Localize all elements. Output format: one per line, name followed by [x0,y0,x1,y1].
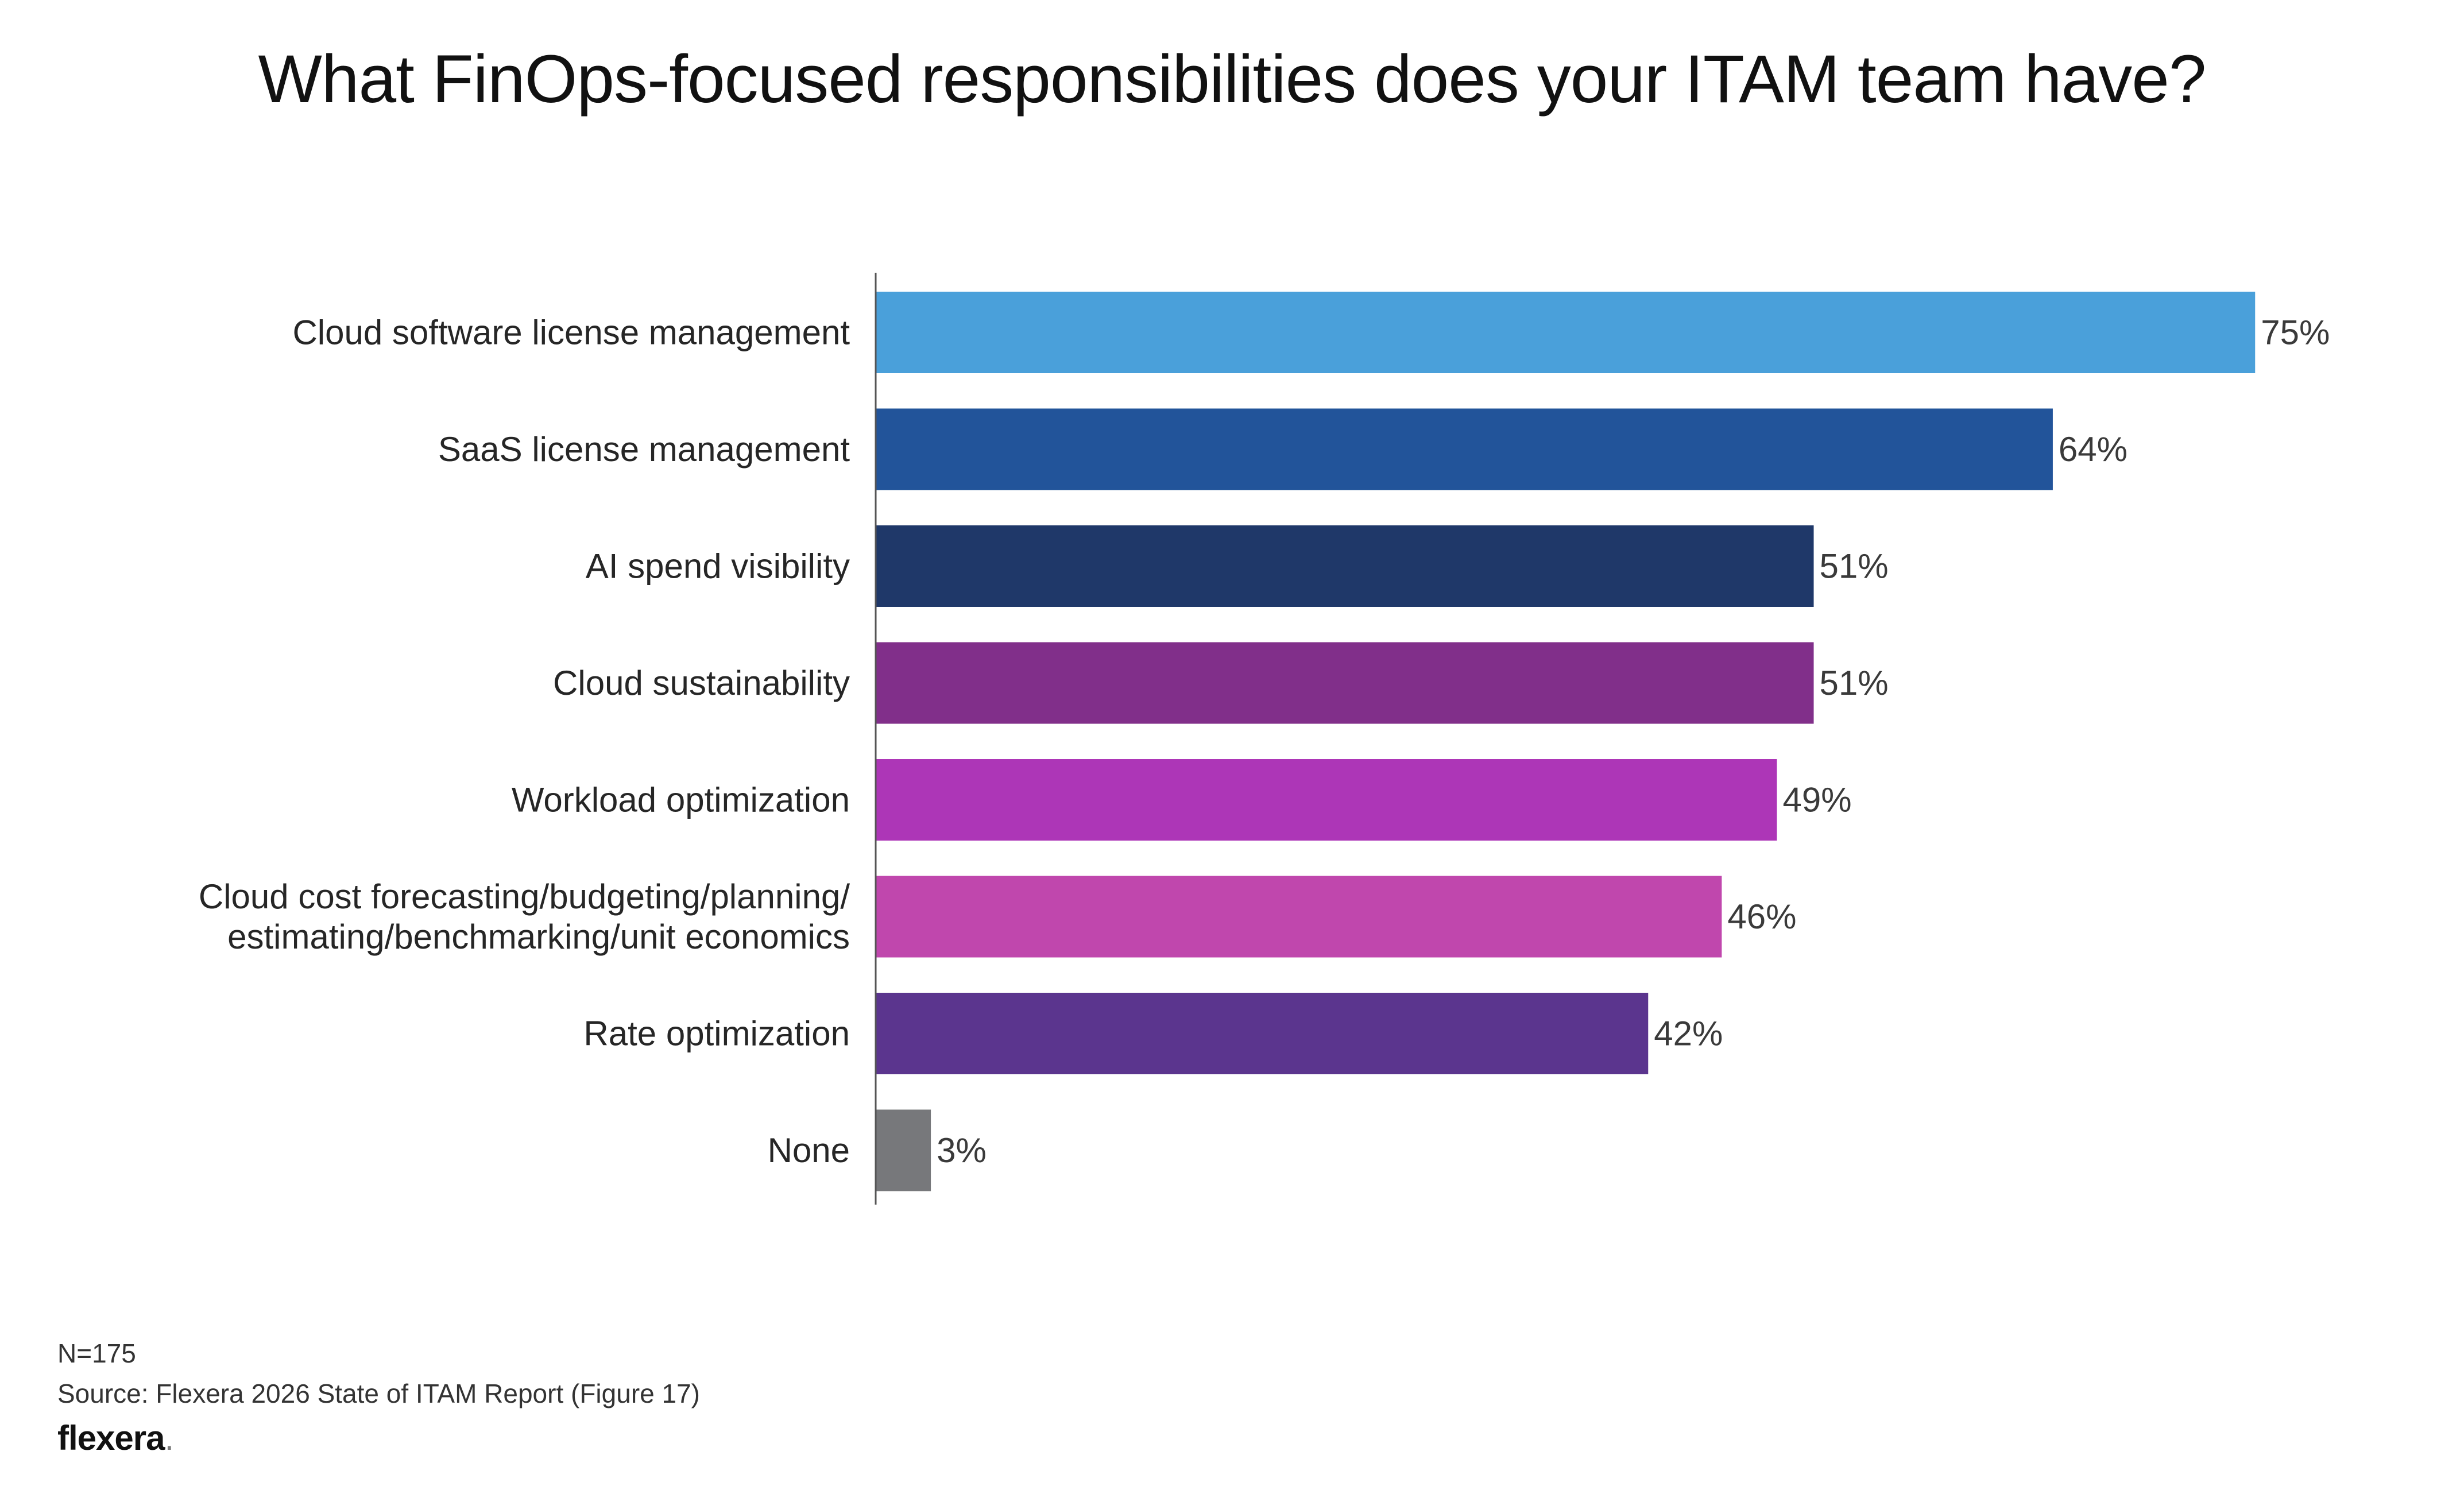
bar-3 [876,525,1814,607]
logo-text: flexera [57,1419,165,1457]
bar-2 [876,408,2053,490]
bar-6 [876,876,1722,958]
bar-1 [876,292,2256,373]
value-label-2: 64% [2059,430,2128,469]
category-label-7: Rate optimization [583,1015,850,1053]
category-label-5: Workload optimization [512,781,850,819]
value-label-6: 46% [1727,897,1796,936]
bar-8 [876,1109,931,1191]
bars-group [876,292,2256,1191]
value-label-5: 49% [1782,781,1851,819]
category-label-2: SaaS license management [438,430,850,469]
category-label-8: None [768,1131,850,1170]
sample-size-note: N=175 [57,1338,136,1368]
chart-title: What FinOps-focused responsibilities doe… [258,41,2206,117]
category-label-6: Cloud cost forecasting/budgeting/plannin… [199,877,850,956]
category-label-1: Cloud software license management [292,313,850,352]
bar-7 [876,993,1649,1074]
value-label-7: 42% [1654,1015,1723,1053]
value-labels-group: 75% 64% 51% 51% 49% 46% 42% 3% [937,313,2330,1170]
category-label-3: AI spend visibility [586,547,850,586]
flexera-logo: flexera. [57,1418,174,1458]
value-label-3: 51% [1820,547,1889,586]
source-note: Source: Flexera 2026 State of ITAM Repor… [57,1379,700,1408]
logo-dot: . [164,1419,174,1457]
value-label-4: 51% [1820,664,1889,702]
category-label-4: Cloud sustainability [553,664,850,702]
bar-5 [876,759,1777,841]
category-labels-group: Cloud software license management SaaS li… [199,313,850,1170]
value-label-8: 3% [937,1131,987,1170]
value-label-1: 75% [2261,313,2330,352]
bar-4 [876,642,1814,724]
